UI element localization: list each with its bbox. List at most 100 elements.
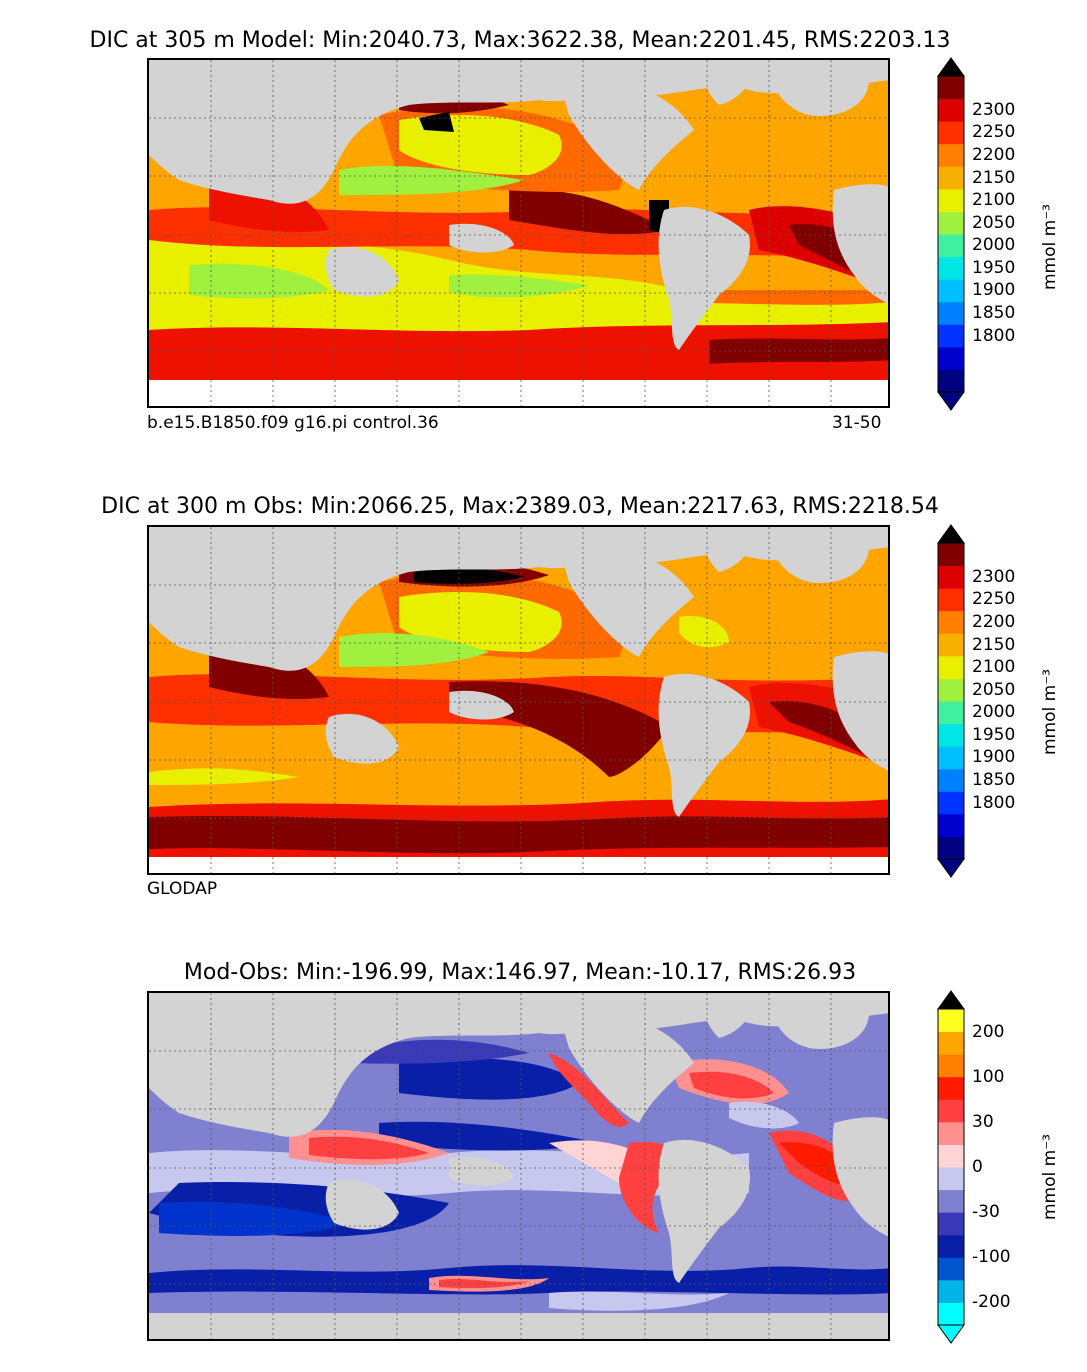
colorbar-swatch — [938, 723, 964, 747]
model-colorbar-units: mmol m⁻³ — [1040, 204, 1060, 290]
colorbar-extend-min — [937, 1324, 965, 1344]
colorbar-extend-max — [937, 990, 965, 1010]
colorbar-swatch — [938, 678, 964, 702]
colorbar-swatch — [938, 346, 964, 370]
colorbar-tick-label: 2200 — [972, 145, 1016, 165]
colorbar-tick-label: 1850 — [972, 770, 1016, 790]
colorbar-tick-label: 1900 — [972, 747, 1016, 768]
diff-map-svg — [149, 993, 888, 1339]
colorbar-swatch — [938, 836, 964, 860]
diff-dic-map — [147, 991, 890, 1341]
colorbar-swatch — [938, 1144, 964, 1168]
obs-source-caption: GLODAP — [147, 879, 218, 899]
colorbar-swatch — [938, 633, 964, 657]
colorbar-extend-min — [937, 391, 965, 411]
colorbar-swatch — [938, 324, 964, 348]
colorbar-tick-label: 2000 — [972, 235, 1016, 256]
diff-colorbar-units: mmol m⁻³ — [1040, 1134, 1060, 1220]
colorbar-tick-label: 1950 — [972, 257, 1016, 278]
colorbar-swatch — [938, 301, 964, 325]
colorbar-swatch — [938, 1279, 964, 1303]
colorbar-tick-label: 1850 — [972, 303, 1016, 323]
model-map-svg — [149, 60, 888, 406]
obs-colorbar-svg — [937, 524, 965, 878]
colorbar-tick-label: 30 — [972, 1111, 994, 1132]
colorbar-tick-label: 100 — [972, 1066, 1005, 1087]
colorbar-swatch — [938, 610, 964, 634]
colorbar-swatch — [938, 98, 964, 122]
colorbar-tick-label: 1900 — [972, 280, 1016, 301]
colorbar-swatch — [938, 1257, 964, 1281]
colorbar-swatch — [938, 279, 964, 303]
colorbar-tick-label: 1800 — [972, 792, 1016, 813]
colorbar-tick-label: 2000 — [972, 702, 1016, 723]
colorbar-tick-label: 1800 — [972, 325, 1016, 346]
colorbar-swatch — [938, 234, 964, 258]
model-panel-title: DIC at 305 m Model: Min:2040.73, Max:362… — [89, 28, 951, 53]
colorbar-swatch — [938, 791, 964, 815]
colorbar-tick-label: 2250 — [972, 122, 1016, 143]
model-dic-map — [147, 58, 890, 408]
colorbar-swatch — [938, 768, 964, 792]
colorbar-swatch — [938, 1031, 964, 1055]
colorbar-swatch — [938, 1121, 964, 1145]
colorbar-swatch — [938, 1099, 964, 1123]
colorbar-swatch — [938, 543, 964, 567]
colorbar-swatch — [938, 211, 964, 235]
colorbar-swatch — [938, 701, 964, 725]
colorbar-tick-label: 2050 — [972, 679, 1016, 700]
colorbar-border — [937, 1008, 965, 1326]
colorbar-tick-label: 2150 — [972, 167, 1016, 188]
diff-panel-title: Mod-Obs: Min:-196.99, Max:146.97, Mean:-… — [183, 960, 857, 985]
colorbar-swatch — [938, 143, 964, 167]
colorbar-tick-label: 2300 — [972, 99, 1016, 120]
colorbar-swatch — [938, 1167, 964, 1191]
diff-colorbar — [937, 990, 965, 1344]
colorbar-tick-label: 2150 — [972, 634, 1016, 655]
colorbar-swatch — [938, 121, 964, 145]
colorbar-tick-label: 2050 — [972, 212, 1016, 233]
obs-colorbar-units: mmol m⁻³ — [1040, 669, 1060, 755]
model-case-caption: b.e15.B1850.f09 g16.pi control.36 — [147, 413, 439, 433]
colorbar-tick-label: 2100 — [972, 190, 1016, 211]
colorbar-swatch — [938, 369, 964, 393]
model-years-caption: 31-50 — [832, 413, 882, 433]
colorbar-tick-label: 1950 — [972, 724, 1016, 745]
colorbar-swatch — [938, 166, 964, 190]
model-colorbar-svg — [937, 57, 965, 411]
colorbar-tick-label: -100 — [972, 1247, 1011, 1268]
colorbar-swatch — [938, 76, 964, 100]
model-colorbar — [937, 57, 965, 411]
colorbar-swatch — [938, 746, 964, 770]
colorbar-swatch — [938, 1212, 964, 1236]
colorbar-swatch — [938, 655, 964, 679]
colorbar-border — [937, 542, 965, 860]
colorbar-swatch — [938, 1076, 964, 1100]
colorbar-swatch — [938, 188, 964, 212]
diff-colorbar-svg — [937, 990, 965, 1344]
colorbar-extend-max — [937, 524, 965, 544]
obs-dic-map — [147, 525, 890, 875]
colorbar-border — [937, 75, 965, 393]
colorbar-swatch — [938, 1234, 964, 1258]
obs-map-svg — [149, 527, 888, 873]
colorbar-tick-label: 2200 — [972, 612, 1016, 632]
colorbar-tick-label: 2100 — [972, 657, 1016, 678]
obs-panel-title: DIC at 300 m Obs: Min:2066.25, Max:2389.… — [101, 494, 939, 519]
colorbar-tick-label: -30 — [972, 1202, 1000, 1223]
colorbar-extend-min — [937, 858, 965, 878]
colorbar-tick-label: 2300 — [972, 566, 1016, 587]
colorbar-swatch — [938, 813, 964, 837]
colorbar-swatch — [938, 1054, 964, 1078]
colorbar-swatch — [938, 1009, 964, 1033]
colorbar-swatch — [938, 1189, 964, 1213]
colorbar-swatch — [938, 588, 964, 612]
obs-colorbar — [937, 524, 965, 878]
colorbar-tick-label: 0 — [972, 1157, 983, 1177]
colorbar-tick-label: 200 — [972, 1021, 1005, 1042]
colorbar-extend-max — [937, 57, 965, 77]
colorbar-swatch — [938, 1302, 964, 1326]
colorbar-tick-label: 2250 — [972, 589, 1016, 610]
colorbar-tick-label: -200 — [972, 1292, 1011, 1313]
colorbar-swatch — [938, 565, 964, 589]
